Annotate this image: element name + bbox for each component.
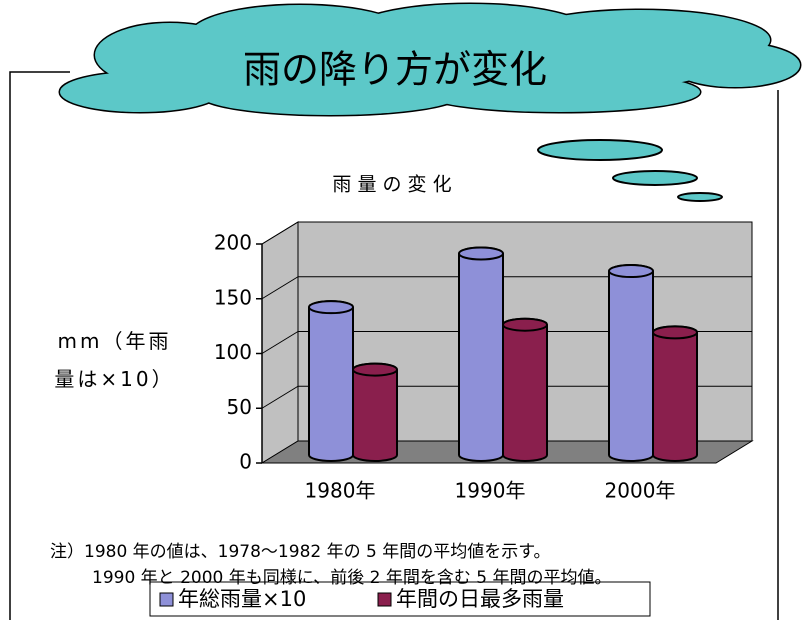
bar [308,300,354,462]
chart-title: 雨 量 の 変 化 [332,174,451,196]
bar-top [608,264,654,279]
y-tick-label: 150 [214,285,252,309]
y-tick-label: 100 [214,340,252,364]
bar-top [352,362,398,377]
legend-swatch [377,592,392,607]
note: 注）1980 年の値は、1978～1982 年の 5 年間の平均値を示す。 [50,542,551,562]
legend-swatch [159,592,174,607]
y-tick-label: 0 [239,450,252,474]
grid-line [261,276,299,300]
grid-line [261,385,299,409]
legend [149,581,651,617]
frame [9,71,779,620]
x-tick-label: 1990年 [455,479,526,503]
bar-top [652,325,698,340]
y-tick-label: 50 [227,395,252,419]
bar [502,317,548,462]
bar [352,362,398,462]
note: 1990 年と 2000 年も同様に、前後 2 年間を含む 5 年間の平均値。 [92,568,611,588]
y-label: mm（年雨量は×10） [54,329,175,391]
bar [458,246,504,462]
x-tick-label: 2000年 [605,479,676,503]
legend-label: 年総雨量×10 [178,587,306,611]
bar-top [308,300,354,315]
bar [652,325,698,462]
grid-line [261,331,299,354]
cloud [58,2,802,202]
banner: 雨の降り方が変化 [243,48,547,92]
legend-label: 年間の日最多雨量 [396,587,564,611]
bar-top [458,246,504,261]
bar-top [502,317,548,332]
grid-line [261,221,299,245]
y-label-box: mm（年雨量は×10） [54,329,175,391]
x-tick-label: 1980年 [305,479,376,503]
bar [608,264,654,462]
y-tick-label: 200 [214,231,252,255]
